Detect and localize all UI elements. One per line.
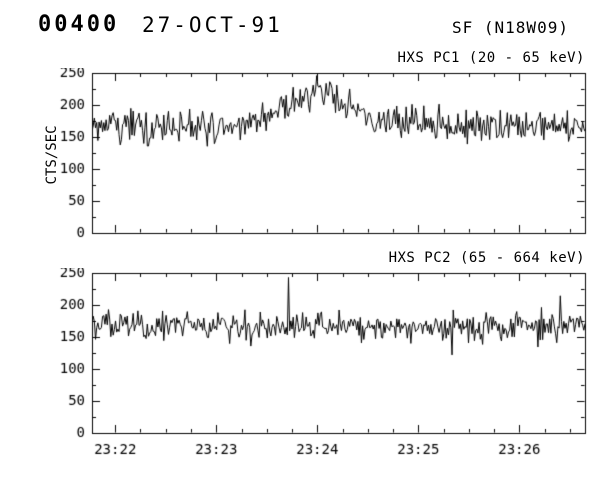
flare-site-label: SF (N18W09) xyxy=(452,18,569,37)
panel1-title: HXS PC1 (20 - 65 keV) xyxy=(397,50,585,66)
frame-number-label: 00400 xyxy=(38,12,120,37)
date-label: 27-OCT-91 xyxy=(142,13,283,37)
hxs-pc2-chart xyxy=(0,268,600,473)
hxs-pc1-chart xyxy=(0,68,600,248)
panel2-title: HXS PC2 (65 - 664 keV) xyxy=(388,250,585,266)
